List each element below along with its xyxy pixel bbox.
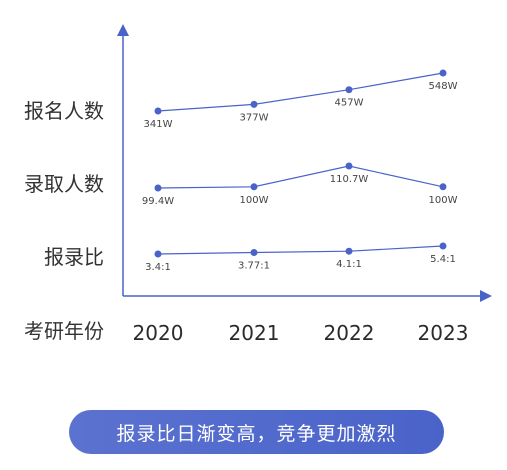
data-point xyxy=(439,183,447,191)
data-label: 100W xyxy=(240,195,269,206)
data-label: 548W xyxy=(429,81,458,92)
data-point xyxy=(154,184,162,192)
data-label: 341W xyxy=(144,119,173,130)
data-label: 377W xyxy=(240,112,269,123)
data-point xyxy=(250,100,258,108)
series-layer: 341W 377W 457W 548W 99.4W 100W 110.7W 100W 3.4:1… xyxy=(142,69,458,273)
row-labels: 报名人数 录取人数 报录比 考研年份 xyxy=(24,99,104,343)
data-label: 5.4:1 xyxy=(430,254,456,265)
x-tick-label-2022: 2022 xyxy=(324,321,375,345)
series-line-0 xyxy=(157,72,444,112)
series-2: 3.4:1 3.77:1 4.1:1 5.4:1 xyxy=(145,242,456,273)
year-labels: 2020 2021 2022 2023 xyxy=(133,321,469,345)
x-tick-label-2023: 2023 xyxy=(418,321,469,345)
series-line-2 xyxy=(157,245,444,255)
series-0: 341W 377W 457W 548W xyxy=(144,69,458,130)
data-point xyxy=(439,69,447,77)
x-axis-title: 考研年份 xyxy=(24,319,104,343)
data-label: 3.4:1 xyxy=(145,262,171,273)
row-label-ratio: 报录比 xyxy=(44,245,104,269)
data-label: 3.77:1 xyxy=(238,261,270,272)
y-axis-arrow xyxy=(117,24,129,36)
data-point xyxy=(439,242,447,250)
series-1: 99.4W 100W 110.7W 100W xyxy=(142,162,458,207)
data-point xyxy=(345,247,353,255)
data-point xyxy=(154,250,162,258)
data-label: 99.4W xyxy=(142,196,174,207)
data-point xyxy=(250,249,258,256)
data-point xyxy=(345,162,353,170)
axes xyxy=(117,24,492,302)
data-point xyxy=(250,183,258,191)
row-label-admitted: 录取人数 xyxy=(24,172,104,196)
data-label: 100W xyxy=(429,195,458,206)
data-point xyxy=(345,86,353,94)
data-label: 110.7W xyxy=(330,174,369,185)
x-tick-label-2021: 2021 xyxy=(229,321,280,345)
row-label-applicants: 报名人数 xyxy=(24,99,104,123)
x-tick-label-2020: 2020 xyxy=(133,321,184,345)
conclusion-banner: 报录比日渐变高，竞争更加激烈 xyxy=(69,410,444,454)
conclusion-text: 报录比日渐变高，竞争更加激烈 xyxy=(116,422,397,445)
x-axis-arrow xyxy=(480,290,492,302)
series-line-1 xyxy=(157,165,444,189)
data-point xyxy=(154,107,162,115)
comparison-chart: 报名人数 录取人数 报录比 考研年份 2020 2021 2022 2023 341W… xyxy=(24,24,492,345)
data-label: 4.1:1 xyxy=(336,259,362,270)
data-label: 457W xyxy=(335,98,364,109)
